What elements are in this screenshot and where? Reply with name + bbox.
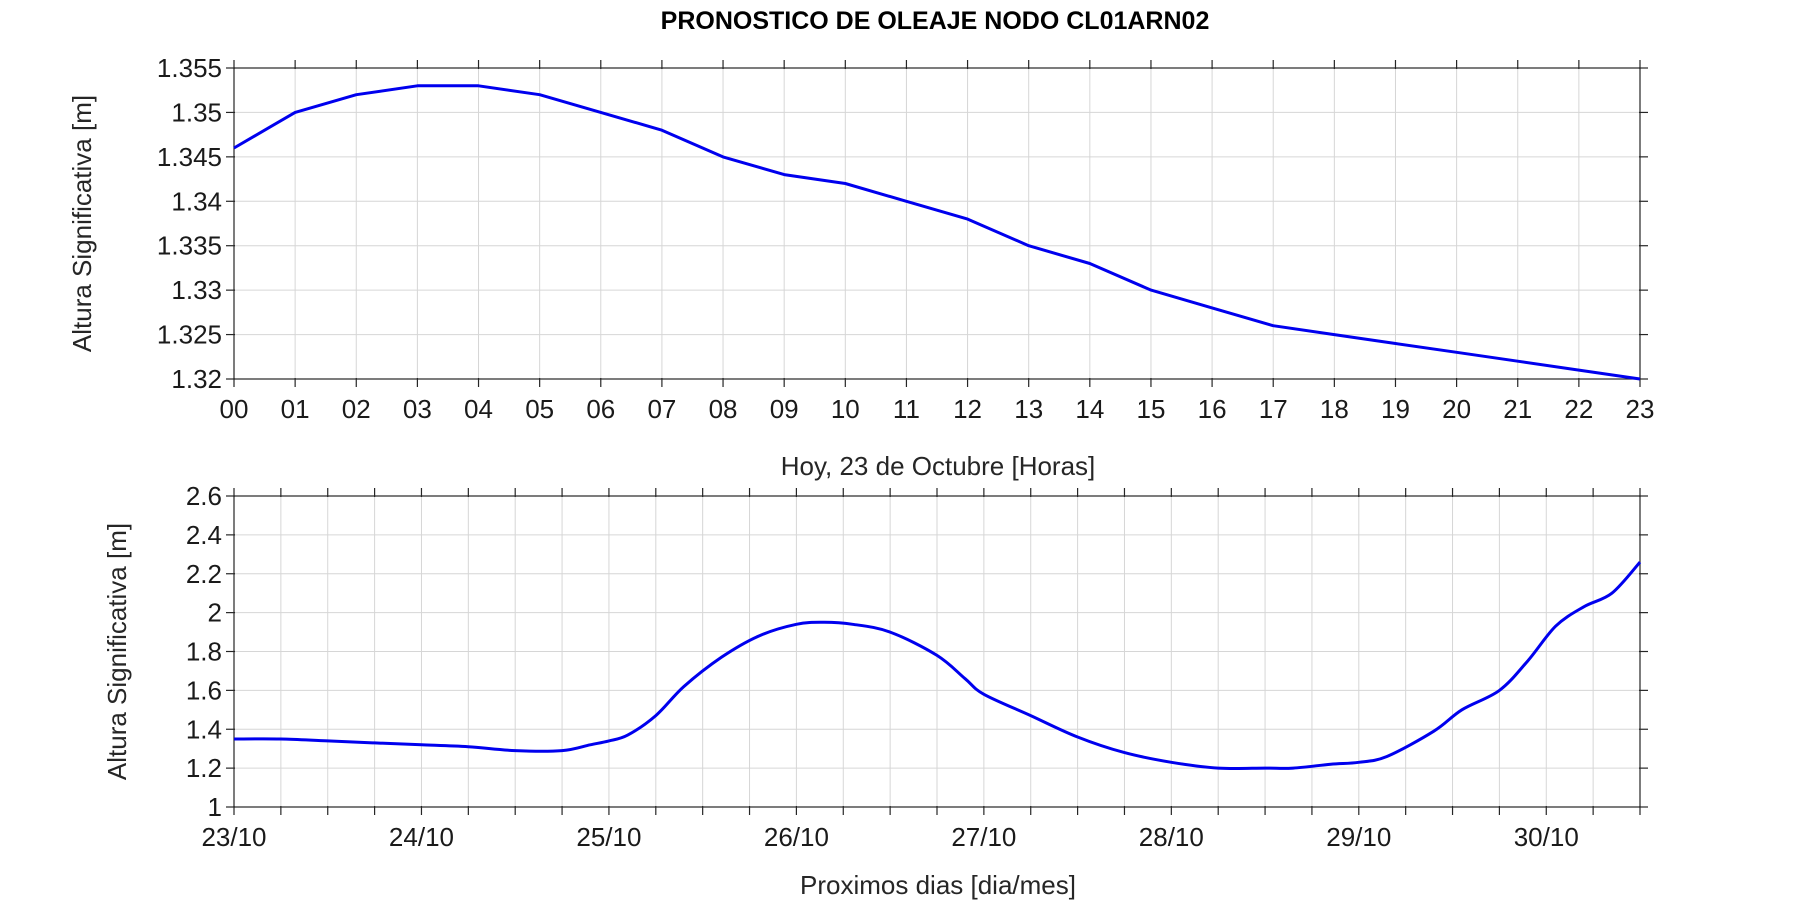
x-tick-label: 16 <box>1198 394 1227 424</box>
x-axis-label: Proximos dias [dia/mes] <box>800 870 1076 900</box>
x-tick-label: 09 <box>770 394 799 424</box>
x-tick-label: 30/10 <box>1514 822 1579 852</box>
x-tick-label: 10 <box>831 394 860 424</box>
x-tick-label: 13 <box>1014 394 1043 424</box>
y-tick-label: 1.335 <box>157 231 222 261</box>
x-tick-label: 23/10 <box>201 822 266 852</box>
x-tick-label: 29/10 <box>1326 822 1391 852</box>
y-tick-label: 1.345 <box>157 142 222 172</box>
y-tick-label: 1.2 <box>186 753 222 783</box>
y-tick-label: 1.8 <box>186 637 222 667</box>
y-tick-label: 1.355 <box>157 53 222 83</box>
series-line-daily <box>233 561 1642 771</box>
x-tick-label: 20 <box>1442 394 1471 424</box>
y-tick-label: 1.32 <box>171 364 222 394</box>
x-tick-label: 12 <box>953 394 982 424</box>
figure-title: PRONOSTICO DE OLEAJE NODO CL01ARN02 <box>661 7 1210 35</box>
x-tick-label: 08 <box>709 394 738 424</box>
plot-frame <box>233 67 1641 380</box>
x-tick-label: 14 <box>1075 394 1104 424</box>
x-tick-label: 17 <box>1259 394 1288 424</box>
x-tick-label: 11 <box>893 394 920 424</box>
y-tick-label: 1.325 <box>157 320 222 350</box>
x-tick-label: 00 <box>220 394 249 424</box>
x-axis-label: Hoy, 23 de Octubre [Horas] <box>781 451 1096 481</box>
x-tick-label: 19 <box>1381 394 1410 424</box>
y-tick-label: 2 <box>208 598 222 628</box>
x-tick-label: 15 <box>1136 394 1165 424</box>
y-tick-label: 1.33 <box>171 275 222 305</box>
x-tick-label: 02 <box>342 394 371 424</box>
y-tick-label: 2.6 <box>186 481 222 511</box>
x-tick-label: 28/10 <box>1139 822 1204 852</box>
x-tick-label: 23 <box>1626 394 1655 424</box>
x-tick-label: 06 <box>586 394 615 424</box>
x-tick-label: 03 <box>403 394 432 424</box>
x-tick-label: 24/10 <box>389 822 454 852</box>
series-line-hourly <box>233 84 1641 381</box>
y-tick-label: 1.6 <box>186 675 222 705</box>
y-axis-label: Altura Significativa [m] <box>102 523 132 780</box>
x-tick-label: 22 <box>1564 394 1593 424</box>
hourly-forecast-plot: 00 01 02 03 04 05 06 07 08 09 10 11 12 13 14 15 16 17 18 19… <box>67 53 1654 481</box>
y-tick-label: 1 <box>208 792 222 822</box>
x-tick-label: 05 <box>525 394 554 424</box>
daily-forecast-plot: 23/10 24/10 25/10 26/10 27/10 28/10 29/10 30/10… <box>102 481 1648 900</box>
y-tick-label: 1.34 <box>171 186 222 216</box>
y-tick-label: 2.4 <box>186 520 222 550</box>
x-tick-label: 18 <box>1320 394 1349 424</box>
x-tick-label: 21 <box>1503 394 1532 424</box>
y-axis-label: Altura Significativa [m] <box>67 95 97 352</box>
y-tick-label: 1.4 <box>186 714 222 744</box>
x-tick-label: 26/10 <box>764 822 829 852</box>
x-tick-label: 07 <box>647 394 676 424</box>
x-tick-label: 01 <box>281 394 310 424</box>
y-tick-label: 2.2 <box>186 559 222 589</box>
x-tick-label: 04 <box>464 394 493 424</box>
x-tick-label: 25/10 <box>576 822 641 852</box>
x-tick-label: 27/10 <box>951 822 1016 852</box>
y-tick-label: 1.35 <box>171 97 222 127</box>
